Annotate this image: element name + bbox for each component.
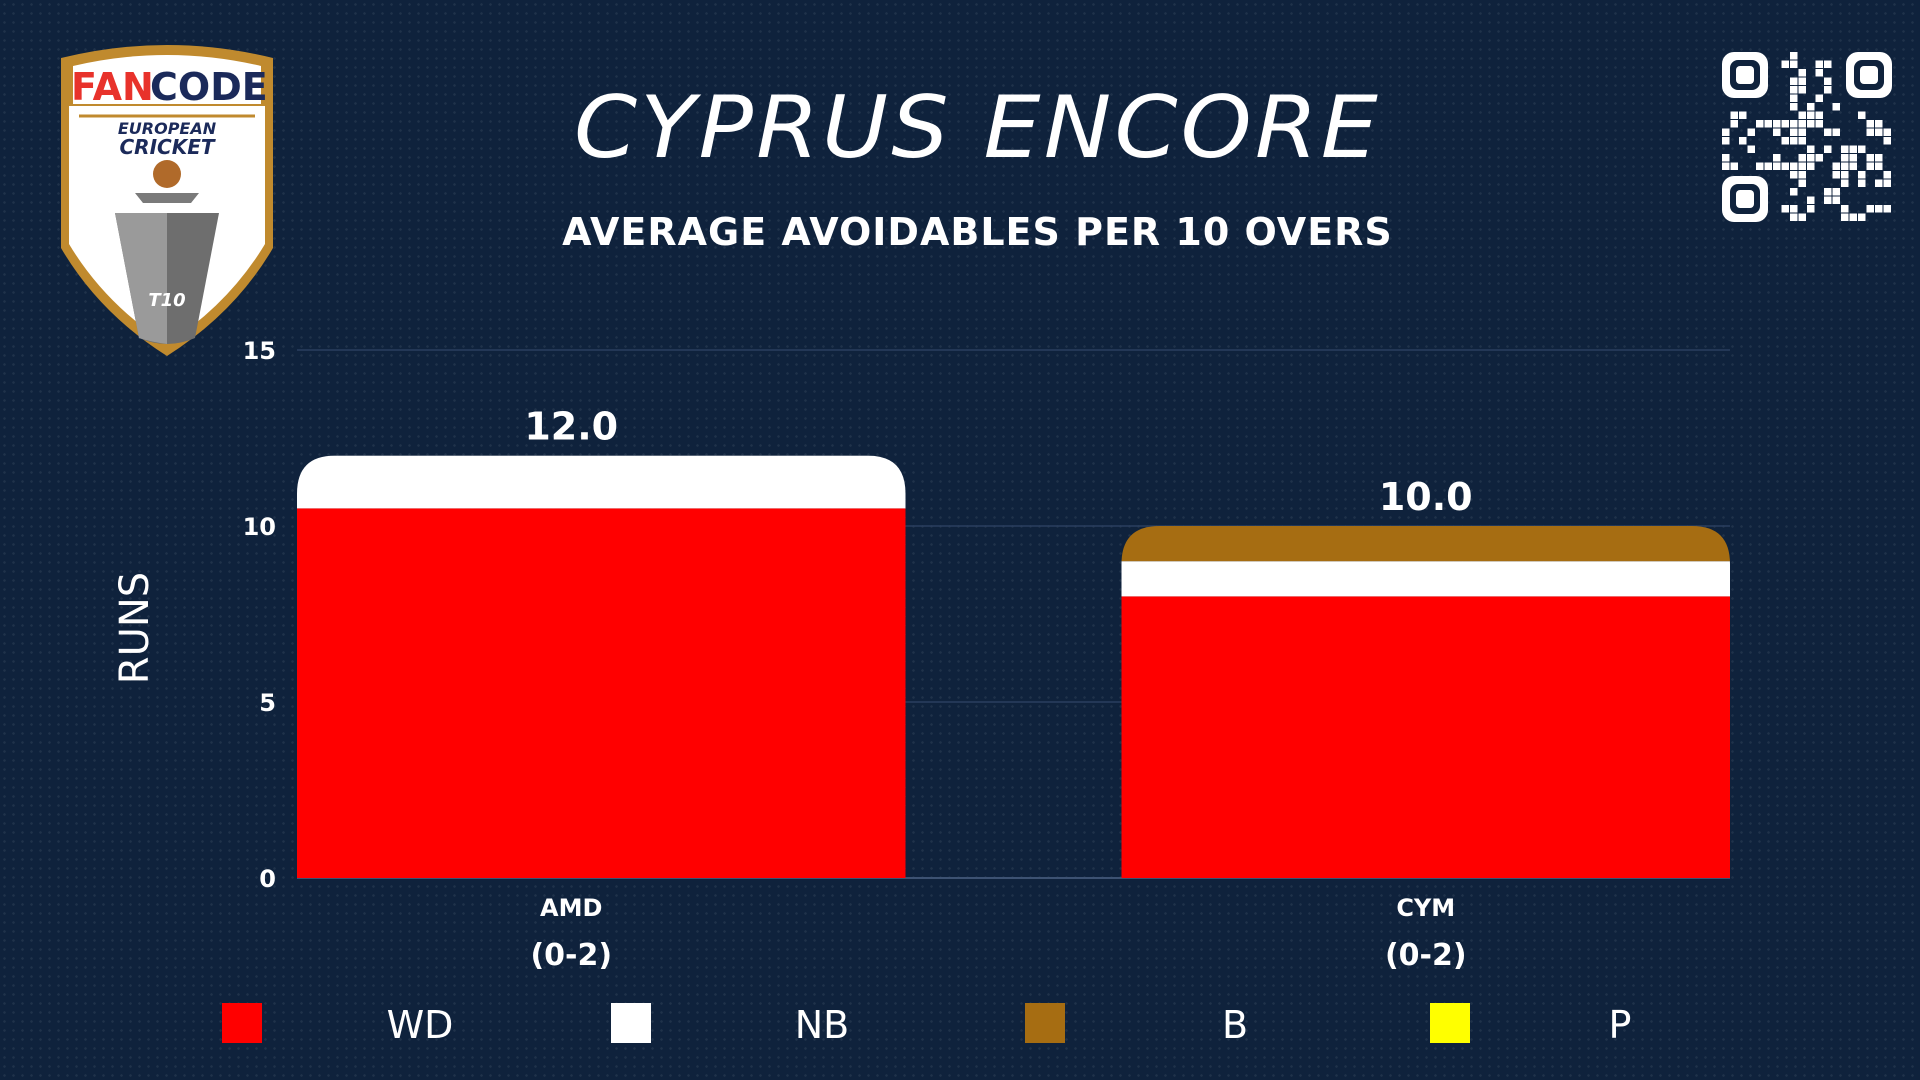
fancode-logo: FAN CODE EUROPEAN CRICKET T10 <box>61 45 273 356</box>
bar-segment-nb-cym <box>1121 561 1730 597</box>
bar-segment-wd-cym <box>1121 596 1730 878</box>
chart-subtitle: AVERAGE AVOIDABLES PER 10 OVERS <box>562 210 1393 254</box>
legend-label-b: B <box>1222 1003 1248 1047</box>
logo-line2: CRICKET <box>120 135 216 159</box>
legend-swatch-wd <box>222 1003 262 1043</box>
legend-label-nb: NB <box>795 1003 850 1047</box>
x-category-sublabel: (0-2) <box>530 938 612 973</box>
y-tick-label: 10 <box>243 513 276 541</box>
bar-segment-nb-amd <box>297 455 906 509</box>
logo-badge: T10 <box>148 290 185 311</box>
bar-stack-amd <box>297 455 906 878</box>
legend-swatch-p <box>1430 1003 1470 1043</box>
y-tick-label: 0 <box>259 865 276 893</box>
bar-total-label: 10.0 <box>1379 475 1473 519</box>
legend-label-wd: WD <box>387 1003 454 1047</box>
y-tick-label: 15 <box>243 337 276 365</box>
logo-brand-right: CODE <box>150 65 268 109</box>
bar-segment-b-cym <box>1121 526 1730 562</box>
x-category-sublabel: (0-2) <box>1385 938 1467 973</box>
y-axis-label: RUNS <box>112 572 158 684</box>
x-category-label: AMD <box>540 894 602 922</box>
legend-swatch-b <box>1025 1003 1065 1043</box>
page-title: CYPRUS ENCORE <box>573 78 1381 178</box>
qr-code <box>1722 52 1892 222</box>
bar-stack-cym <box>1121 526 1730 878</box>
bar-total-label: 12.0 <box>524 405 618 449</box>
logo-line1: EUROPEAN <box>118 119 217 138</box>
x-category-label: CYM <box>1396 894 1455 922</box>
y-tick-label: 5 <box>259 689 276 717</box>
logo-brand-left: FAN <box>71 65 154 109</box>
legend-swatch-nb <box>611 1003 651 1043</box>
bar-segment-wd-amd <box>297 508 906 878</box>
legend-label-p: P <box>1609 1003 1632 1047</box>
